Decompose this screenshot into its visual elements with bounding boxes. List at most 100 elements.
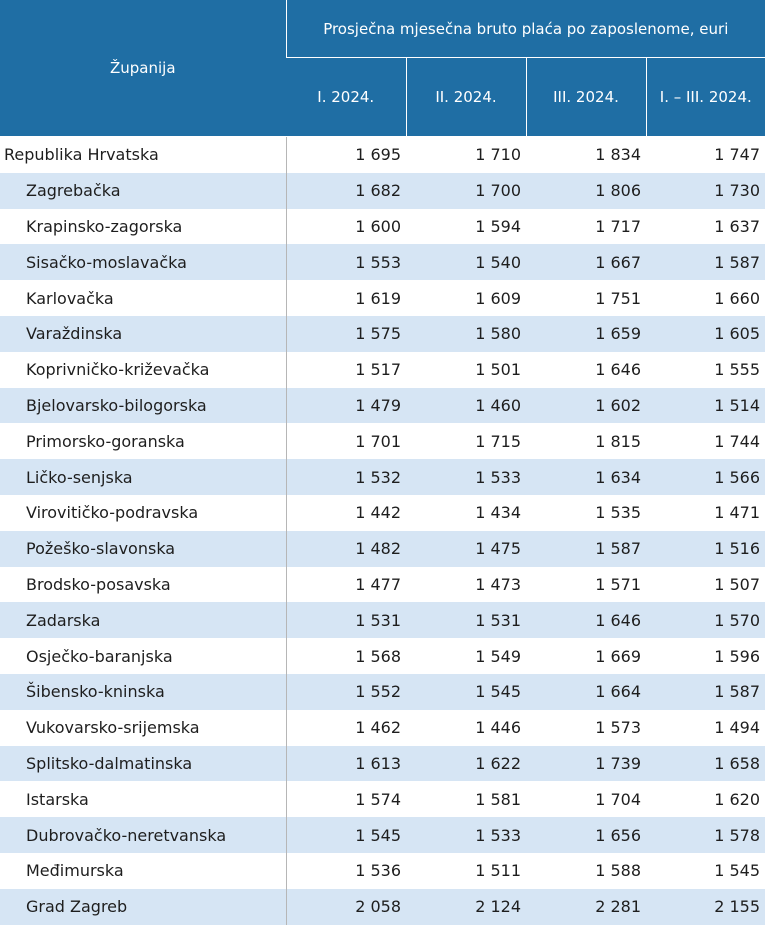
salary-value-cell: 1 602: [526, 387, 646, 424]
salary-value-cell: 1 536: [355, 861, 401, 881]
column-header-feb: II. 2024.: [405, 57, 526, 137]
salary-value-cell: 1 700: [406, 172, 526, 209]
table-row: Grad Zagreb 2 058 2 124 2 281 2 155: [0, 888, 765, 925]
salary-value-cell: 1 622: [406, 745, 526, 782]
salary-value-cell: 1 511: [475, 861, 521, 881]
salary-value-cell: 1 553: [286, 244, 406, 281]
salary-value-cell: 1 514: [646, 387, 765, 424]
salary-value-cell: 1 594: [475, 216, 521, 236]
salary-value-cell: 1 637: [714, 216, 761, 236]
salary-value-cell: 1 580: [406, 315, 526, 352]
salary-value-cell: 1 482: [286, 530, 406, 567]
county-name-cell: Koprivničko-križevačka: [0, 351, 287, 388]
salary-value-cell: 1 434: [475, 503, 521, 523]
table-row: Bjelovarsko-bilogorska 1 479 1 460 1 602 1 5…: [0, 387, 765, 424]
county-name-cell: Zagrebačka: [0, 172, 287, 209]
salary-value-cell: 1 587: [646, 673, 765, 710]
salary-value-cell: 1 479: [286, 387, 406, 424]
county-name-cell: Primorsko-goranska: [0, 423, 287, 460]
table-row: Zagrebačka 1 682 1 700 1 806 1 730: [0, 172, 765, 209]
salary-value-cell: 1 581: [475, 789, 521, 809]
salary-value-cell: 1 596: [714, 646, 761, 666]
county-name-cell: Vukovarsko-srijemska: [0, 709, 287, 746]
table-row: Šibensko-kninska 1 552 1 545 1 664 1 587: [0, 673, 765, 710]
table-header: Županija Prosječna mjesečna bruto plaća …: [0, 0, 765, 137]
county-name-cell: Brodsko-posavska: [0, 566, 287, 603]
column-header-jan: I. 2024.: [286, 57, 406, 137]
column-header-mar: III. 2024.: [525, 57, 646, 137]
salary-value-cell: 1 815: [595, 431, 641, 451]
salary-value-cell: 1 446: [475, 718, 521, 738]
salary-value-cell: 1 516: [646, 530, 765, 567]
salary-value-cell: 1 660: [714, 288, 761, 308]
salary-value-cell: 1 575: [286, 315, 406, 352]
table-row: Krapinsko-zagorska 1 600 1 594 1 717 1 637: [0, 208, 765, 245]
salary-value-cell: 2 155: [646, 888, 765, 925]
salary-value-cell: 1 545: [406, 673, 526, 710]
salary-value-cell: 1 501: [475, 360, 521, 380]
salary-value-cell: 1 620: [714, 789, 761, 809]
table-row: Osječko-baranjska 1 568 1 549 1 669 1 596: [0, 638, 765, 674]
salary-value-cell: 1 549: [475, 646, 521, 666]
county-name-cell: Krapinsko-zagorska: [0, 208, 287, 245]
salary-value-cell: 1 571: [595, 574, 641, 594]
salary-value-cell: 1 646: [526, 602, 646, 639]
salary-value-cell: 1 806: [526, 172, 646, 209]
county-name-cell: Sisačko-moslavačka: [0, 244, 287, 281]
salary-value-cell: 1 619: [355, 288, 401, 308]
salary-value-cell: 1 568: [355, 646, 401, 666]
salary-value-cell: 1 695: [355, 145, 401, 165]
salary-value-cell: 1 744: [714, 431, 761, 451]
column-header-q1: I. – III. 2024.: [645, 57, 765, 137]
table-row: Karlovačka 1 619 1 609 1 751 1 660: [0, 280, 765, 316]
county-name-cell: Požeško-slavonska: [0, 530, 287, 567]
salary-value-cell: 1 532: [286, 459, 406, 495]
salary-value-cell: 1 682: [286, 172, 406, 209]
salary-value-cell: 1 531: [406, 602, 526, 639]
salary-value-cell: 1 442: [355, 503, 401, 523]
table-row: Primorsko-goranska 1 701 1 715 1 815 1 744: [0, 423, 765, 460]
table-row: Koprivničko-križevačka 1 517 1 501 1 646 1 5…: [0, 351, 765, 388]
salary-value-cell: 1 477: [355, 574, 401, 594]
salary-value-cell: 1 634: [526, 459, 646, 495]
salary-value-cell: 1 588: [595, 861, 641, 881]
salary-value-cell: 1 605: [646, 315, 765, 352]
table-row: Virovitičko-podravska 1 442 1 434 1 535 1 47…: [0, 494, 765, 531]
salary-value-cell: 1 704: [595, 789, 641, 809]
salary-value-cell: 1 475: [406, 530, 526, 567]
county-name-cell: Dubrovačko-neretvanska: [0, 817, 287, 853]
county-column-header: Županija: [0, 0, 286, 137]
salary-value-cell: 1 751: [595, 288, 641, 308]
salary-value-cell: 1 517: [355, 360, 401, 380]
salary-value-cell: 1 587: [646, 244, 765, 281]
salary-value-cell: 1 533: [406, 817, 526, 853]
salary-value-cell: 1 573: [595, 718, 641, 738]
salary-value-cell: 1 609: [475, 288, 521, 308]
table-row: Požeško-slavonska 1 482 1 475 1 587 1 516: [0, 530, 765, 567]
county-name-cell: Grad Zagreb: [0, 888, 287, 925]
salary-value-cell: 1 667: [526, 244, 646, 281]
table-row: Vukovarsko-srijemska 1 462 1 446 1 573 1 494: [0, 709, 765, 746]
salary-value-cell: 1 531: [286, 602, 406, 639]
salary-value-cell: 1 664: [526, 673, 646, 710]
table-row: Istarska 1 574 1 581 1 704 1 620: [0, 781, 765, 818]
county-name-cell: Bjelovarsko-bilogorska: [0, 387, 287, 424]
table-body: Republika Hrvatska 1 695 1 710 1 834 1 747 Za…: [0, 136, 765, 925]
salary-value-cell: 2 124: [406, 888, 526, 925]
salary-value-cell: 1 460: [406, 387, 526, 424]
county-name-cell: Virovitičko-podravska: [0, 494, 287, 531]
salary-value-cell: 1 701: [355, 431, 401, 451]
salary-value-cell: 1 658: [646, 745, 765, 782]
salary-value-cell: 1 739: [526, 745, 646, 782]
salary-value-cell: 1 600: [355, 216, 401, 236]
table-row-total: Republika Hrvatska 1 695 1 710 1 834 1 747: [0, 136, 765, 173]
salary-value-cell: 1 578: [646, 817, 765, 853]
county-name-cell: Šibensko-kninska: [0, 673, 287, 710]
table-row: Dubrovačko-neretvanska 1 545 1 533 1 656 1 5…: [0, 817, 765, 853]
group-column-header: Prosječna mjesečna bruto plaća po zaposl…: [285, 0, 765, 58]
county-name-cell: Zadarska: [0, 602, 287, 639]
table-row: Splitsko-dalmatinska 1 613 1 622 1 739 1 658: [0, 745, 765, 782]
salary-value-cell: 1 462: [355, 718, 401, 738]
salary-value-cell: 1 747: [714, 145, 761, 165]
county-name-cell: Republika Hrvatska: [0, 136, 287, 173]
